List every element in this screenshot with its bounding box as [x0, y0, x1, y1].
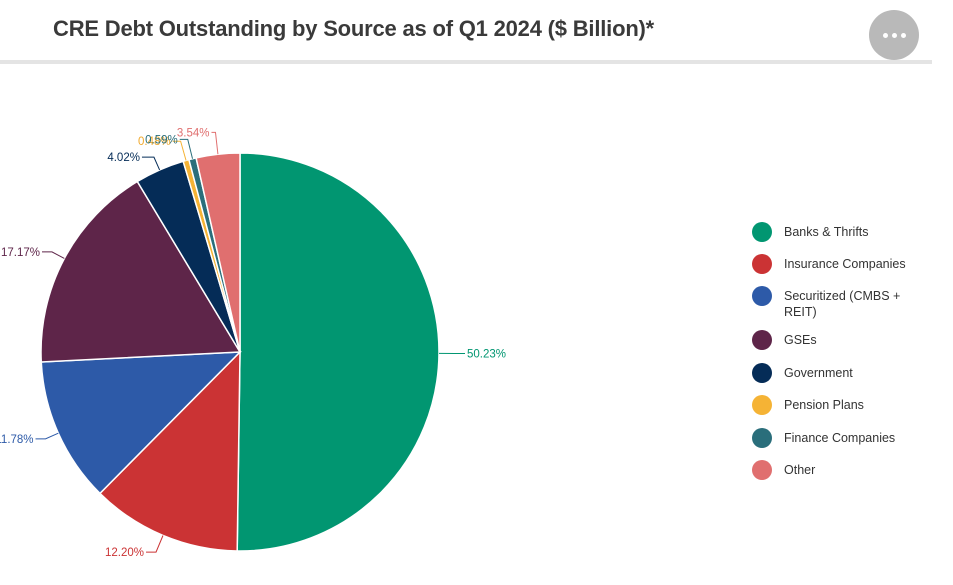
- data-label-other: 3.54%: [177, 127, 210, 139]
- pie-slice-securitized-cmbs-reit[interactable]: [40, 351, 242, 495]
- pie-slice-banks-thrifts[interactable]: [236, 152, 440, 552]
- leader-line-insurance-companies: [146, 535, 164, 553]
- legend-label: Banks & Thrifts: [784, 225, 869, 239]
- legend-item-pension-plans[interactable]: Pension Plans: [752, 394, 942, 427]
- legend-swatch: [752, 254, 772, 274]
- chart-header: CRE Debt Outstanding by Source as of Q1 …: [0, 0, 932, 64]
- leader-line-gses: [41, 251, 65, 259]
- data-label-banks-thrifts: 50.23%: [467, 349, 506, 361]
- leader-line-securitized-cmbs-reit: [35, 432, 59, 440]
- chart-title: CRE Debt Outstanding by Source as of Q1 …: [53, 16, 655, 41]
- legend-label: Other: [784, 463, 816, 477]
- legend-item-finance-companies[interactable]: Finance Companies: [752, 427, 942, 459]
- leader-line-pension-plans: [172, 140, 187, 161]
- data-label-government: 4.02%: [107, 152, 140, 164]
- legend-item-other[interactable]: Other: [752, 459, 942, 491]
- legend-swatch: [752, 460, 772, 480]
- legend-label: Finance Companies: [784, 431, 896, 445]
- chart-legend: Banks & Thrifts Insurance Companies Securi…: [752, 221, 942, 491]
- legend-swatch: [752, 286, 772, 306]
- chart-menu-button[interactable]: [869, 10, 919, 60]
- legend-item-securitized-cmbs-reit[interactable]: Securitized (CMBS + REIT): [752, 285, 942, 329]
- legend-label: Insurance Companies: [784, 257, 906, 271]
- data-label-pension-plans: 0.48%: [138, 136, 171, 148]
- more-horizontal-icon: [882, 32, 906, 38]
- data-label-insurance-companies: 12.20%: [105, 547, 144, 559]
- data-label-gses: 17.17%: [1, 247, 40, 259]
- pie-slice-insurance-companies[interactable]: [98, 350, 241, 552]
- legend-label: GSEs: [784, 333, 817, 347]
- leader-line-finance-companies: [179, 138, 194, 159]
- data-label-securitized-cmbs-reit: 11.78%: [0, 434, 34, 446]
- legend-item-gses[interactable]: GSEs: [752, 329, 942, 362]
- legend-label: Pension Plans: [784, 398, 864, 412]
- leader-line-other: [211, 131, 219, 155]
- legend-label: Securitized (CMBS + REIT): [784, 289, 901, 319]
- legend-swatch: [752, 330, 772, 350]
- legend-item-insurance-companies[interactable]: Insurance Companies: [752, 253, 942, 285]
- data-label-finance-companies: 0.59%: [145, 134, 178, 146]
- pie-slice-gses[interactable]: [40, 180, 242, 363]
- legend-item-government[interactable]: Government: [752, 362, 942, 394]
- leader-line-government: [141, 156, 161, 171]
- legend-swatch: [752, 395, 772, 415]
- legend-swatch: [752, 428, 772, 448]
- legend-label: Government: [784, 366, 853, 380]
- legend-swatch: [752, 222, 772, 242]
- legend-item-banks-thrifts[interactable]: Banks & Thrifts: [752, 221, 942, 253]
- legend-swatch: [752, 363, 772, 383]
